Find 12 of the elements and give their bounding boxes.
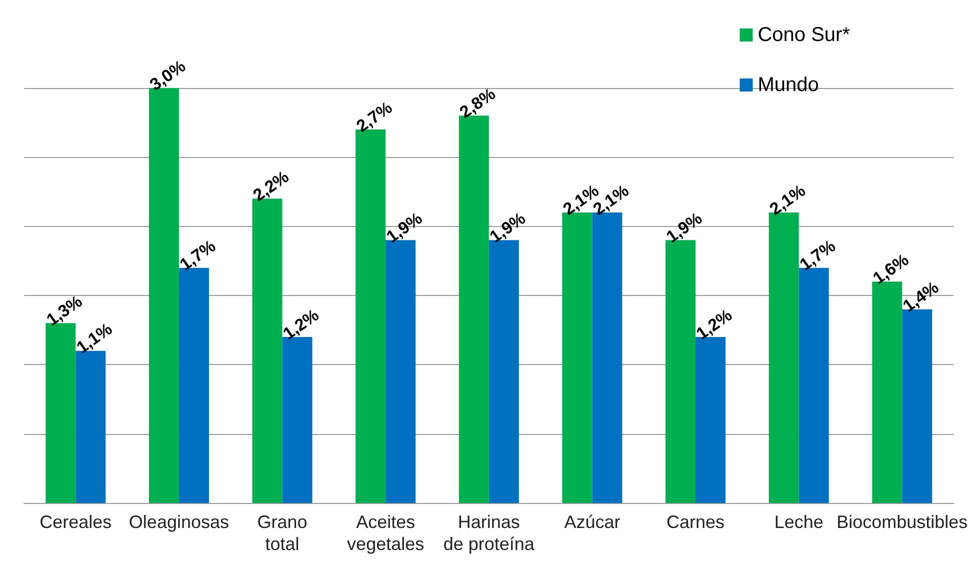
x-tick-label: Azúcar xyxy=(564,512,620,532)
x-tick-label: Carnes xyxy=(666,512,725,532)
legend-label: Cono Sur* xyxy=(758,24,850,46)
x-tick-label: Oleaginosas xyxy=(128,512,230,532)
bar xyxy=(148,88,179,503)
x-tick-label: Cereales xyxy=(40,512,112,532)
legend-label: Mundo xyxy=(758,74,819,96)
x-tick-label: Aceites vegetales xyxy=(347,512,424,554)
x-tick-label: Grano total xyxy=(257,512,308,554)
x-tick-label: Biocombustibles xyxy=(836,512,968,532)
x-tick-label: Harinas de proteína xyxy=(443,512,536,554)
x-tick-label: Leche xyxy=(774,512,824,532)
